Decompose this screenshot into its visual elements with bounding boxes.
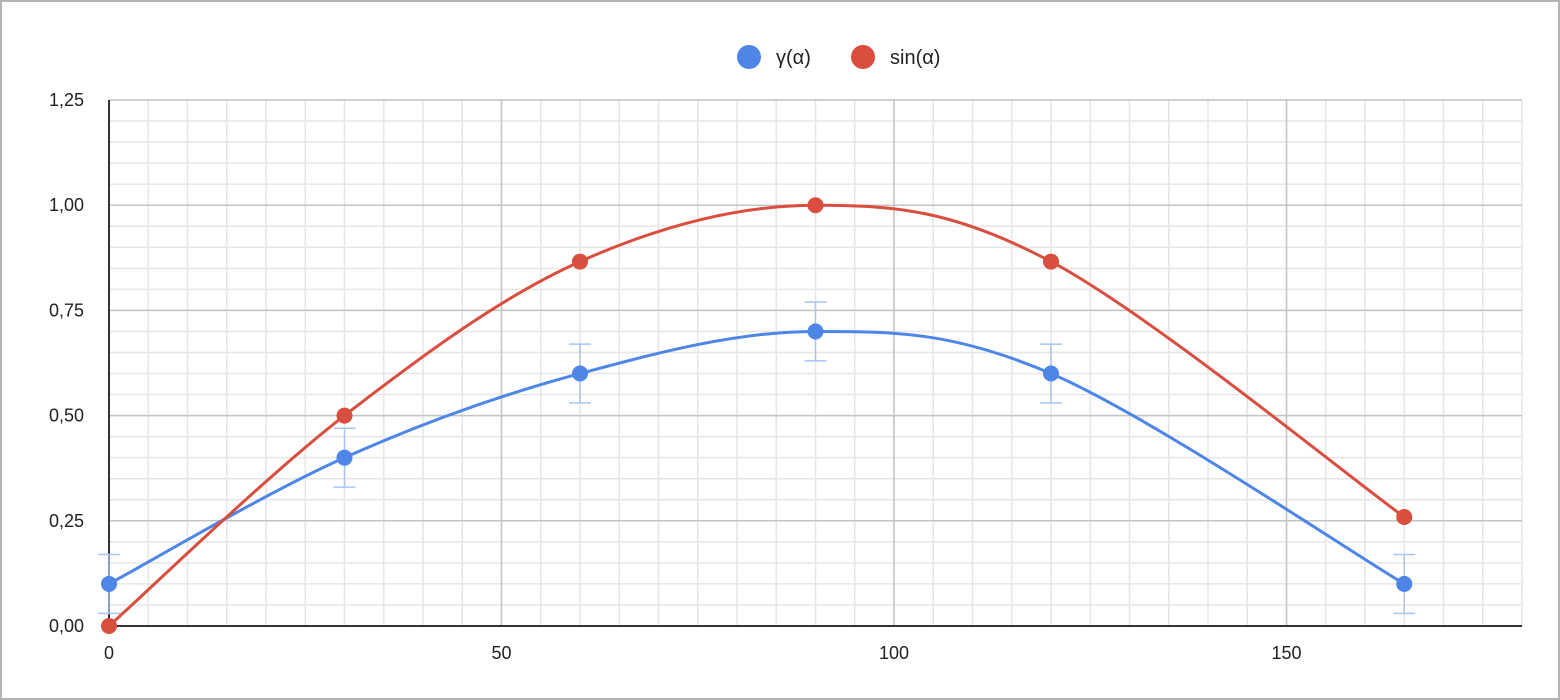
y-tick-label: 0,25 (49, 511, 84, 531)
y-tick-label: 0,75 (49, 300, 84, 320)
y-tick-label: 1,25 (49, 90, 84, 110)
series (98, 197, 1416, 634)
data-point (572, 365, 588, 382)
legend-label: γ(α) (776, 47, 811, 69)
axes (108, 100, 1522, 627)
data-point (572, 253, 588, 270)
x-tick-label: 150 (1271, 643, 1301, 663)
data-point (336, 449, 353, 466)
grid-lines (108, 99, 1523, 627)
series-line (108, 329, 1406, 586)
y-tick-label: 0,50 (49, 406, 84, 426)
x-tick-label: 50 (491, 643, 511, 663)
legend: γ(α) sin(α) (737, 45, 940, 69)
data-point (101, 575, 117, 592)
data-point (1396, 575, 1413, 592)
legend-swatch (851, 45, 875, 69)
x-tick-label: 0 (104, 643, 114, 663)
y-tick-label: 0,00 (49, 616, 84, 636)
series-2 (101, 197, 1413, 634)
data-point (336, 407, 353, 424)
tick-labels: 0,00 0,25 0,50 0,75 1,00 1,25 0 50 100 150 (49, 90, 1302, 663)
legend-swatch (737, 45, 761, 69)
data-point (1043, 365, 1059, 382)
series-line (108, 203, 1406, 628)
x-tick-label: 100 (879, 643, 909, 663)
data-point (807, 197, 824, 214)
data-point (101, 618, 117, 634)
data-point (1396, 509, 1413, 526)
legend-label: sin(α) (890, 47, 940, 69)
series-1 (98, 301, 1416, 615)
data-point (1043, 253, 1059, 270)
legend-item: sin(α) (851, 45, 940, 69)
y-tick-label: 1,00 (49, 195, 84, 215)
data-point (807, 323, 824, 340)
legend-item: γ(α) (737, 45, 811, 69)
